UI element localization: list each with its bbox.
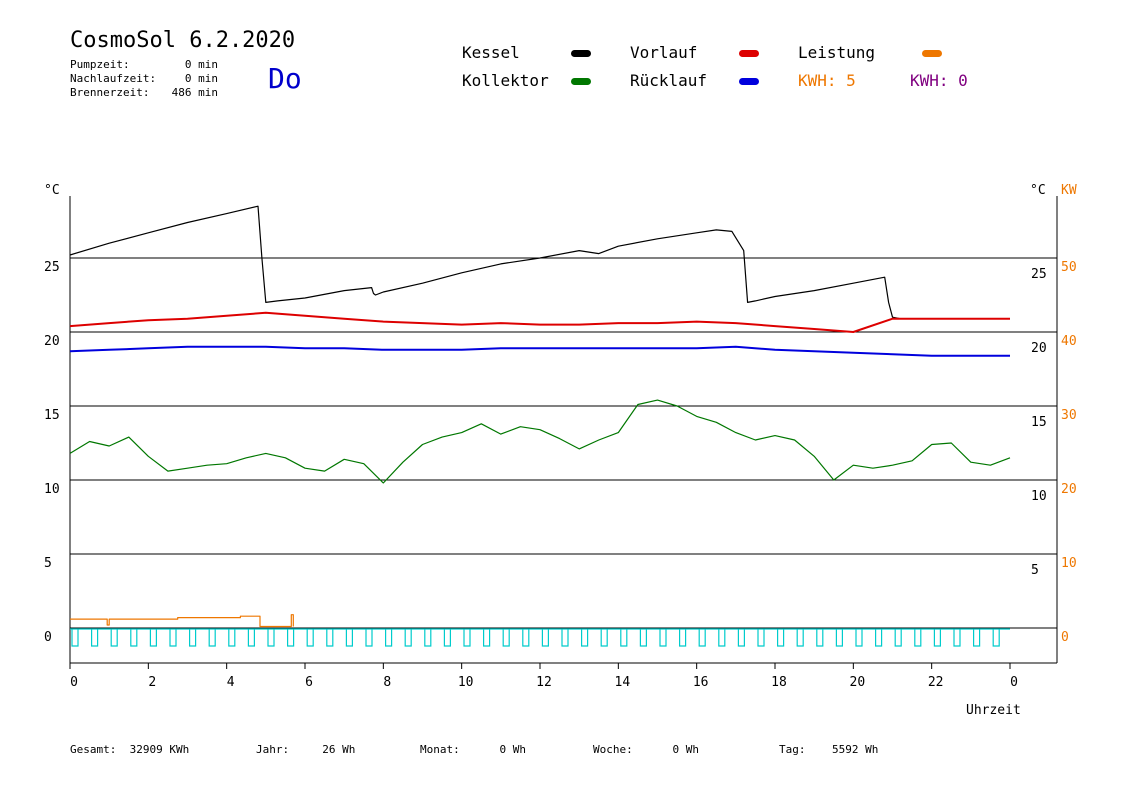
y-tick-label-left: 15 xyxy=(44,408,60,423)
y-tick-label-right: 20 xyxy=(1031,341,1047,356)
legend-leistung: Leistung xyxy=(798,43,876,62)
x-tick-label: 20 xyxy=(850,675,866,690)
y2-tick-label: 20 xyxy=(1061,482,1077,497)
stat-label: Pumpzeit: xyxy=(70,58,130,71)
stat-value: 486 min xyxy=(171,86,218,99)
legend-ruecklauf: Rücklauf xyxy=(630,71,708,90)
y-tick-label-left: 0 xyxy=(44,630,52,645)
x-tick-label: 16 xyxy=(693,675,709,690)
stat-label: Brennerzeit: xyxy=(70,86,150,99)
y-tick-label-right: 10 xyxy=(1031,489,1047,504)
x-tick-label: 4 xyxy=(227,675,235,690)
y-unit-left: °C xyxy=(44,183,60,198)
footer-jahr: Jahr: 26 Wh xyxy=(256,743,356,756)
y-tick-label-right: 5 xyxy=(1031,563,1039,578)
stat-brennerzeit: Brennerzeit: xyxy=(70,86,149,100)
y-unit-right: °C xyxy=(1030,183,1046,198)
legend-kessel: Kessel xyxy=(462,43,520,62)
legend-swatch-kollektor xyxy=(571,78,591,85)
x-tick-label: 18 xyxy=(771,675,787,690)
legend-swatch-ruecklauf xyxy=(739,78,759,85)
weekday-label: Do xyxy=(268,62,302,95)
legend-vorlauf: Vorlauf xyxy=(630,43,698,62)
stat-value: 0 min xyxy=(184,58,218,71)
x-tick-label: 22 xyxy=(928,675,944,690)
y2-tick-label: 0 xyxy=(1061,630,1069,645)
series-line-vorlauf xyxy=(69,311,1010,333)
x-tick-label: 10 xyxy=(458,675,474,690)
legend-swatch-leistung xyxy=(922,50,942,57)
x-tick-label: 0 xyxy=(70,675,78,690)
y2-tick-label: 50 xyxy=(1061,260,1077,275)
series-line-ruecklauf xyxy=(69,345,1010,357)
legend-kwh-2: KWH: 0 xyxy=(910,71,968,90)
stat-pumpzeit: Pumpzeit: xyxy=(70,58,130,72)
app-title: CosmoSol 6.2.2020 xyxy=(70,28,296,53)
stat-label: Nachlaufzeit: xyxy=(70,72,157,85)
series-line-kessel xyxy=(69,205,1010,320)
footer-woche: Woche: 0 Wh xyxy=(593,743,699,756)
y-tick-label-left: 25 xyxy=(44,260,60,275)
y-tick-label-left: 20 xyxy=(44,334,60,349)
y2-tick-label: 10 xyxy=(1061,556,1077,571)
y2-tick-label: 40 xyxy=(1061,334,1077,349)
x-tick-label: 12 xyxy=(536,675,552,690)
legend-swatch-kessel xyxy=(571,50,591,57)
stat-nachlaufzeit: Nachlaufzeit: xyxy=(70,72,156,86)
x-tick-label: 8 xyxy=(383,675,391,690)
series-line-leistung xyxy=(70,614,294,628)
series-line-kollektor xyxy=(69,399,1011,484)
footer-tag: Tag: 5592 Wh xyxy=(779,743,879,756)
x-tick-label: 14 xyxy=(615,675,631,690)
x-axis-title: Uhrzeit xyxy=(966,703,1021,718)
x-tick-label: 6 xyxy=(305,675,313,690)
legend-kollektor: Kollektor xyxy=(462,71,549,90)
legend-swatch-vorlauf xyxy=(739,50,759,57)
y-tick-label-left: 5 xyxy=(44,556,52,571)
pump-indicator xyxy=(70,628,1010,647)
y-tick-label-left: 10 xyxy=(44,482,60,497)
y2-unit-right: KW xyxy=(1061,183,1077,198)
y2-tick-label: 30 xyxy=(1061,408,1077,423)
legend-kwh-1: KWH: 5 xyxy=(798,71,856,90)
y-tick-label-right: 15 xyxy=(1031,415,1047,430)
stat-value: 0 min xyxy=(184,72,218,85)
footer-monat: Monat: 0 Wh xyxy=(420,743,526,756)
y-tick-label-right: 25 xyxy=(1031,267,1047,282)
x-tick-label: 0 xyxy=(1010,675,1018,690)
x-tick-label: 2 xyxy=(148,675,156,690)
footer-gesamt: Gesamt: 32909 KWh xyxy=(70,743,190,756)
